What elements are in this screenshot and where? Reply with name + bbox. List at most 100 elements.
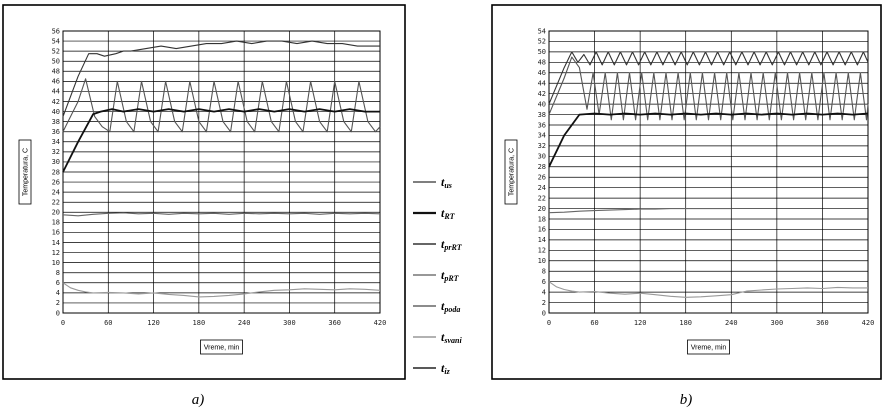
y-tick-label: 20 xyxy=(538,205,546,213)
y-axis-title: Temperatura, C xyxy=(18,139,32,205)
legend-label-main: t xyxy=(441,237,445,251)
x-axis-title-box xyxy=(687,339,730,355)
y-tick-label: 32 xyxy=(538,142,546,150)
legend-label-main: t xyxy=(441,268,445,282)
y-tick-label: 44 xyxy=(52,88,60,96)
y-axis-title-box xyxy=(18,139,32,205)
y-tick-label: 28 xyxy=(538,163,546,171)
y-tick-label: 4 xyxy=(56,289,60,297)
y-tick-label: 2 xyxy=(56,299,60,307)
series-line-t-prrt xyxy=(548,51,869,105)
x-tick-label: 0 xyxy=(61,319,65,327)
y-tick-label: 26 xyxy=(538,174,546,182)
legend-label-main: t xyxy=(441,299,445,313)
series-line-t-svani xyxy=(62,282,381,298)
y-tick-label: 54 xyxy=(538,27,546,35)
legend-label-sub: iz xyxy=(444,367,450,376)
legend-label-t-poda: tpoda xyxy=(441,299,460,314)
y-tick-label: 10 xyxy=(538,257,546,265)
y-axis-title: Temperatura, C xyxy=(504,139,518,205)
series-line-t-poda xyxy=(548,208,732,214)
y-tick-label: 50 xyxy=(538,48,546,56)
legend-label-sub: poda xyxy=(443,305,460,314)
series-line-t-rt xyxy=(548,112,869,168)
y-axis-title-text: Temperatura, C xyxy=(23,148,30,196)
series-line-t-svani xyxy=(548,281,868,298)
y-tick-label: 34 xyxy=(538,132,546,140)
x-tick-label: 0 xyxy=(547,319,551,327)
x-tick-label: 60 xyxy=(104,319,112,327)
series-line-t-poda xyxy=(62,212,381,217)
y-tick-label: 52 xyxy=(52,47,60,55)
x-tick-label: 180 xyxy=(193,319,206,327)
y-axis-title-text: Temperatura, C xyxy=(509,148,516,196)
y-tick-label: 6 xyxy=(542,278,546,286)
y-tick-label: 42 xyxy=(52,98,60,106)
y-tick-label: 8 xyxy=(542,268,546,276)
y-axis-title-box xyxy=(504,139,518,205)
y-tick-label: 40 xyxy=(52,108,60,116)
x-tick-label: 360 xyxy=(328,319,341,327)
x-tick-label: 120 xyxy=(634,319,647,327)
panel-b-frame xyxy=(491,4,882,380)
series-line-t-prrt xyxy=(62,40,380,117)
x-axis-title-text: Vreme, min xyxy=(691,345,727,352)
y-tick-label: 12 xyxy=(52,249,60,257)
y-tick-label: 56 xyxy=(52,27,60,35)
y-tick-label: 26 xyxy=(52,178,60,186)
y-tick-label: 6 xyxy=(56,279,60,287)
y-tick-label: 50 xyxy=(52,58,60,66)
plot-area xyxy=(548,30,869,314)
legend-label-main: t xyxy=(441,206,445,220)
y-tick-label: 24 xyxy=(52,188,60,196)
legend-label-sub: RT xyxy=(443,212,455,221)
x-tick-label: 420 xyxy=(862,319,875,327)
legend-label-main: t xyxy=(441,361,445,375)
y-tick-label: 30 xyxy=(538,153,546,161)
caption-a: a) xyxy=(192,392,205,408)
x-axis-title-box xyxy=(200,339,243,355)
legend-label-t-rt: tRT xyxy=(441,206,456,221)
y-tick-label: 38 xyxy=(538,111,546,119)
legend-label-t-us: tus xyxy=(441,175,452,190)
legend-label-sub: pRT xyxy=(443,274,459,283)
x-axis-title-text: Vreme, min xyxy=(204,345,240,352)
x-tick-label: 300 xyxy=(771,319,784,327)
x-tick-label: 420 xyxy=(374,319,387,327)
legend-label-t-prrt: tprRT xyxy=(441,237,463,252)
series-line-t-us xyxy=(548,56,869,121)
y-tick-label: 42 xyxy=(538,90,546,98)
y-tick-label: 8 xyxy=(56,269,60,277)
y-tick-label: 22 xyxy=(538,194,546,202)
series-line-t-rt xyxy=(62,108,380,173)
y-tick-label: 14 xyxy=(52,239,60,247)
y-tick-label: 54 xyxy=(52,37,60,45)
x-tick-label: 240 xyxy=(238,319,251,327)
chart-panel-a: 0246810121416182022242628303234363840424… xyxy=(18,27,387,355)
y-tick-label: 48 xyxy=(538,59,546,67)
y-tick-label: 2 xyxy=(542,299,546,307)
y-tick-label: 0 xyxy=(542,309,546,317)
y-tick-label: 28 xyxy=(52,168,60,176)
y-tick-label: 38 xyxy=(52,118,60,126)
y-tick-label: 40 xyxy=(538,100,546,108)
y-tick-label: 24 xyxy=(538,184,546,192)
y-tick-label: 10 xyxy=(52,259,60,267)
x-axis-title: Vreme, min xyxy=(200,339,243,355)
y-tick-label: 20 xyxy=(52,209,60,217)
y-tick-label: 12 xyxy=(538,247,546,255)
y-tick-label: 14 xyxy=(538,236,546,244)
y-tick-label: 36 xyxy=(52,128,60,136)
x-tick-label: 360 xyxy=(816,319,829,327)
legend-label-sub: us xyxy=(444,181,452,190)
y-tick-label: 18 xyxy=(538,215,546,223)
x-tick-label: 120 xyxy=(147,319,160,327)
y-tick-label: 22 xyxy=(52,199,60,207)
y-tick-label: 44 xyxy=(538,80,546,88)
x-tick-label: 60 xyxy=(590,319,598,327)
y-tick-label: 16 xyxy=(52,229,60,237)
y-tick-label: 52 xyxy=(538,38,546,46)
y-tick-label: 32 xyxy=(52,148,60,156)
x-axis-title: Vreme, min xyxy=(687,339,730,355)
